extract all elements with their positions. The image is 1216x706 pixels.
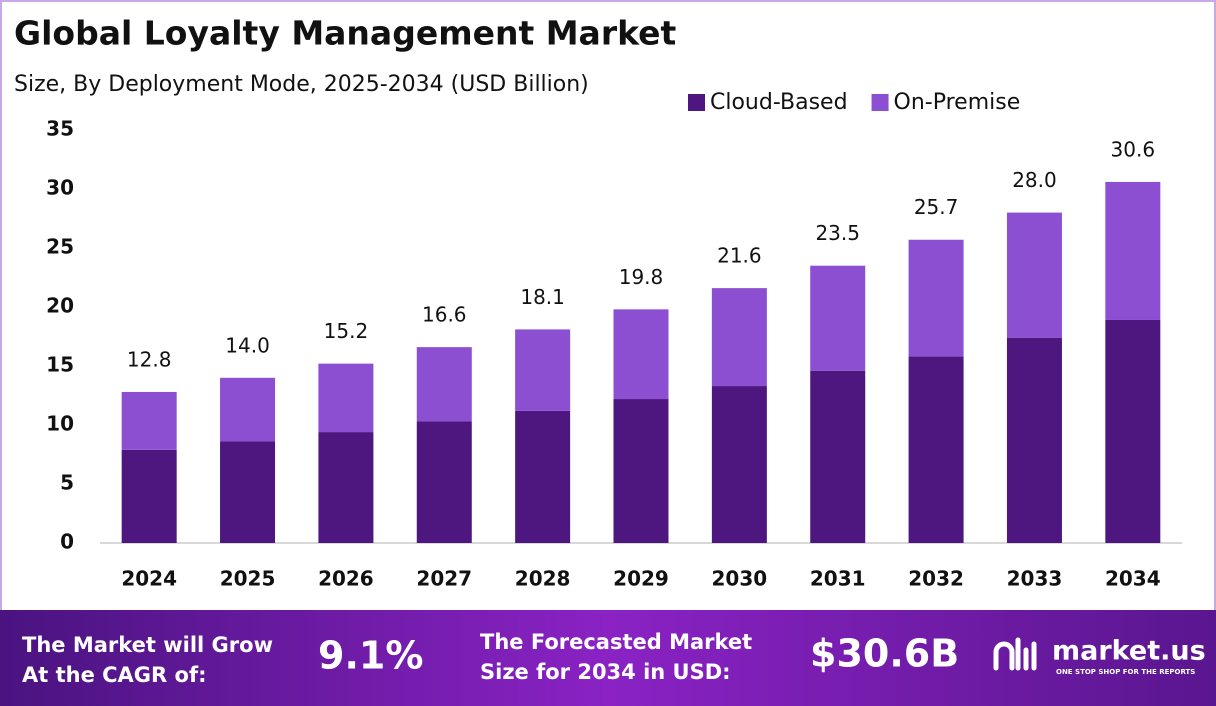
- bar-segment: [121, 449, 177, 543]
- chart-title: Global Loyalty Management Market: [14, 14, 677, 53]
- bar-segment: [416, 347, 472, 422]
- bar-segment: [515, 410, 571, 543]
- x-tick-label: 2028: [515, 567, 571, 591]
- bar-segment: [220, 441, 276, 543]
- total-label: 19.8: [619, 265, 664, 289]
- y-tick-label: 20: [46, 294, 74, 318]
- y-tick-label: 15: [46, 353, 74, 377]
- bar-segment: [711, 288, 767, 387]
- total-label: 30.6: [1111, 137, 1156, 161]
- y-tick-label: 0: [60, 530, 74, 554]
- footer-text: The Forecasted Market: [480, 630, 752, 654]
- total-label: 14.0: [225, 333, 270, 357]
- y-tick-label: 10: [46, 412, 74, 436]
- x-tick-label: 2034: [1105, 567, 1161, 591]
- legend-label: On-Premise: [894, 90, 1021, 115]
- bar-segment: [416, 421, 472, 543]
- legend-swatch: [688, 94, 705, 111]
- legend-swatch: [871, 94, 889, 111]
- footer-value: 9.1%: [318, 634, 423, 678]
- x-tick-label: 2032: [908, 567, 964, 591]
- bar-segment: [220, 377, 276, 442]
- total-label: 15.2: [324, 319, 369, 343]
- x-tick-label: 2033: [1007, 567, 1063, 591]
- bar-segment: [810, 370, 866, 543]
- x-tick-label: 2026: [318, 567, 374, 591]
- x-tick-label: 2024: [121, 567, 177, 591]
- bar-segment: [908, 239, 964, 357]
- x-tick-label: 2031: [810, 567, 866, 591]
- bar-segment: [318, 432, 374, 543]
- total-label: 12.8: [127, 347, 172, 371]
- total-label: 23.5: [815, 221, 860, 245]
- brand-name: market.us: [1052, 636, 1206, 667]
- footer-text: Size for 2034 in USD:: [480, 660, 731, 684]
- bar-segment: [711, 386, 767, 543]
- x-tick-label: 2030: [712, 567, 768, 591]
- total-label: 28.0: [1012, 168, 1057, 192]
- chart-subtitle: Size, By Deployment Mode, 2025-2034 (USD…: [14, 72, 589, 97]
- bar-segment: [1105, 181, 1161, 320]
- footer-text: At the CAGR of:: [22, 663, 207, 687]
- x-tick-label: 2025: [220, 567, 276, 591]
- x-tick-label: 2029: [613, 567, 669, 591]
- y-tick-label: 25: [46, 235, 74, 259]
- total-label: 18.1: [520, 285, 565, 309]
- bar-segment: [810, 265, 866, 371]
- bar-segment: [613, 399, 669, 543]
- total-label: 25.7: [914, 195, 959, 219]
- bar-segment: [121, 391, 177, 450]
- x-tick-label: 2027: [416, 567, 472, 591]
- footer-value: $30.6B: [810, 632, 959, 676]
- bar-segment: [908, 356, 964, 543]
- bar-segment: [613, 309, 669, 400]
- y-tick-label: 5: [60, 471, 74, 495]
- footer-text: The Market will Grow: [22, 633, 273, 657]
- bar-segment: [1105, 319, 1161, 543]
- y-tick-label: 35: [46, 117, 74, 141]
- bar-segment: [1006, 337, 1062, 543]
- brand-tagline: ONE STOP SHOP FOR THE REPORTS: [1056, 668, 1195, 676]
- total-label: 16.6: [422, 303, 467, 327]
- legend-label: Cloud-Based: [710, 90, 848, 115]
- y-tick-label: 30: [46, 176, 74, 200]
- brand-logo: [993, 637, 1037, 671]
- bar-segment: [1006, 212, 1062, 338]
- bar-segment: [318, 363, 374, 433]
- bar-segment: [515, 329, 571, 411]
- total-label: 21.6: [717, 244, 762, 268]
